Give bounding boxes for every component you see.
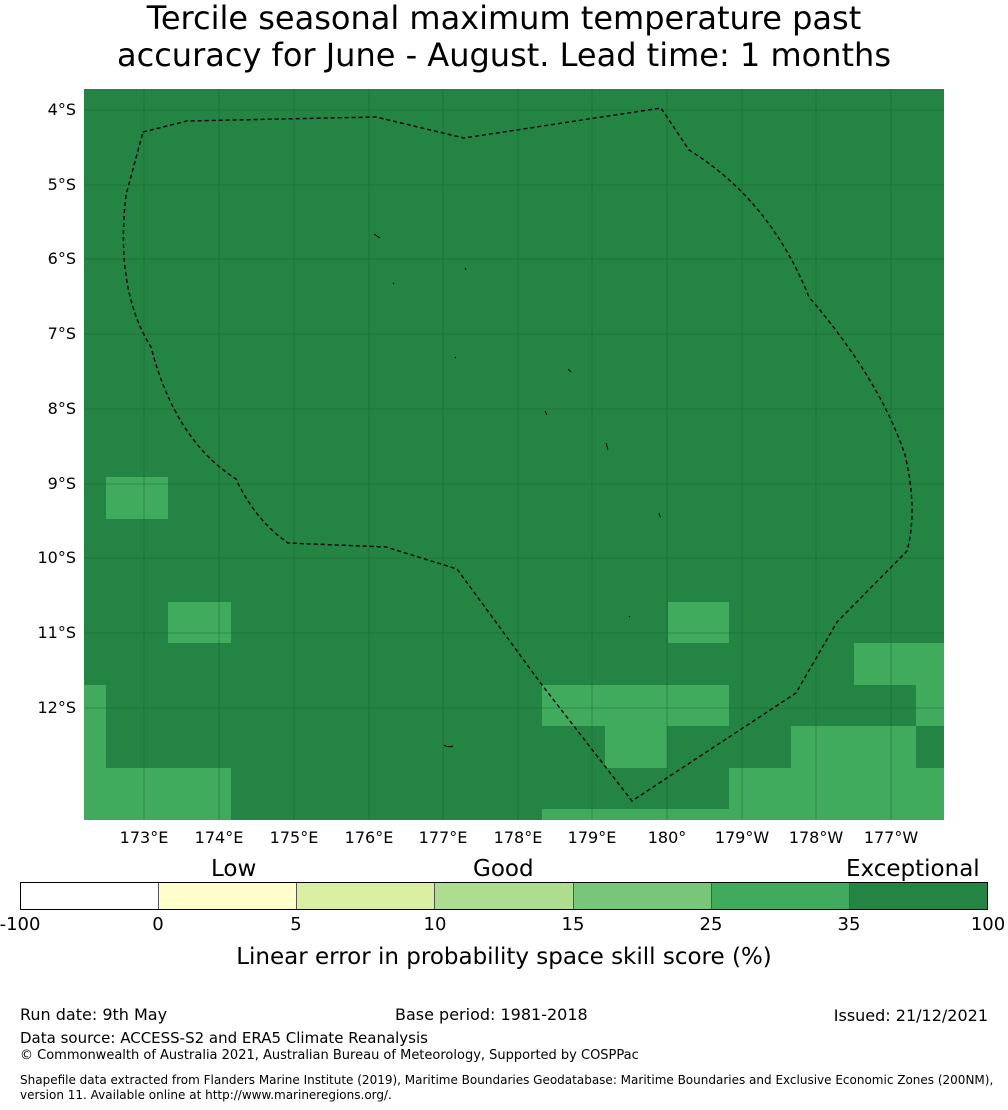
map-background (84, 89, 944, 820)
cell (916, 685, 944, 726)
lon-label: 178°W (788, 828, 844, 847)
lat-label: 7°S (47, 324, 76, 343)
cell (84, 685, 106, 769)
lat-label: 12°S (37, 698, 76, 717)
cell (106, 477, 168, 519)
cell (791, 726, 916, 768)
islands (373, 233, 661, 748)
category-exceptional: Exceptional (846, 856, 980, 882)
issued-date: Issued: 21/12/2021 (833, 1006, 988, 1025)
lon-label: 179°W (714, 828, 770, 847)
copyright: © Commonwealth of Australia 2021, Austra… (20, 1048, 639, 1063)
lat-label: 8°S (47, 399, 76, 418)
lon-label: 177°W (863, 828, 919, 847)
map-title: Tercile seasonal maximum temperature pas… (0, 0, 1008, 74)
cell (542, 685, 729, 726)
data-source: Data source: ACCESS-S2 and ERA5 Climate … (20, 1029, 428, 1047)
skill-score-map (84, 89, 944, 820)
colorbar-tick: 10 (423, 914, 447, 935)
lat-label: 11°S (37, 623, 76, 642)
lon-label: 177°E (418, 828, 468, 847)
colorbar-tick: 25 (699, 914, 723, 935)
cell (542, 809, 729, 820)
colorbar-tick: 0 (152, 914, 164, 935)
colorbar-tick: 35 (837, 914, 861, 935)
cell (605, 726, 667, 768)
shapefile-credit: Shapefile data extracted from Flanders M… (20, 1073, 994, 1102)
colorbar-segment (573, 883, 712, 909)
colorbar (20, 882, 988, 910)
cell (854, 643, 944, 685)
colorbar-segment (711, 883, 850, 909)
eez-boundary (122, 107, 913, 802)
base-period: Base period: 1981-2018 (395, 1005, 588, 1024)
colorbar-tick: -100 (0, 914, 41, 935)
lon-label: 180° (647, 828, 687, 847)
moderate-skill-cells (84, 477, 944, 820)
lon-label: 176°E (344, 828, 394, 847)
colorbar-tick: 15 (561, 914, 585, 935)
lon-label: 175°E (269, 828, 319, 847)
category-good: Good (473, 856, 534, 882)
colorbar-segment (159, 883, 298, 909)
category-low: Low (211, 856, 257, 882)
colorbar-segment (849, 883, 987, 909)
colorbar-segment (435, 883, 574, 909)
cell (168, 602, 231, 643)
cell (668, 602, 729, 643)
colorbar-tick: 100 (970, 914, 1006, 935)
lon-label: 173°E (119, 828, 169, 847)
colorbar-segment (297, 883, 436, 909)
lon-label: 178°E (493, 828, 543, 847)
lon-label: 179°E (567, 828, 617, 847)
lat-label: 4°S (47, 100, 76, 119)
colorbar-label: Linear error in probability space skill … (236, 944, 772, 970)
gridlines (84, 89, 944, 820)
colorbar-segment (21, 883, 160, 909)
lat-label: 9°S (47, 474, 76, 493)
colorbar-tick: 5 (290, 914, 302, 935)
cell (84, 768, 231, 820)
cell (729, 768, 944, 820)
lat-label: 5°S (47, 175, 76, 194)
lon-label: 174°E (194, 828, 244, 847)
title-line-1: Tercile seasonal maximum temperature pas… (146, 0, 862, 37)
run-date: Run date: 9th May (20, 1005, 168, 1024)
lat-label: 10°S (37, 548, 76, 567)
title-line-2: accuracy for June - August. Lead time: 1… (117, 36, 891, 74)
lat-label: 6°S (47, 249, 76, 268)
